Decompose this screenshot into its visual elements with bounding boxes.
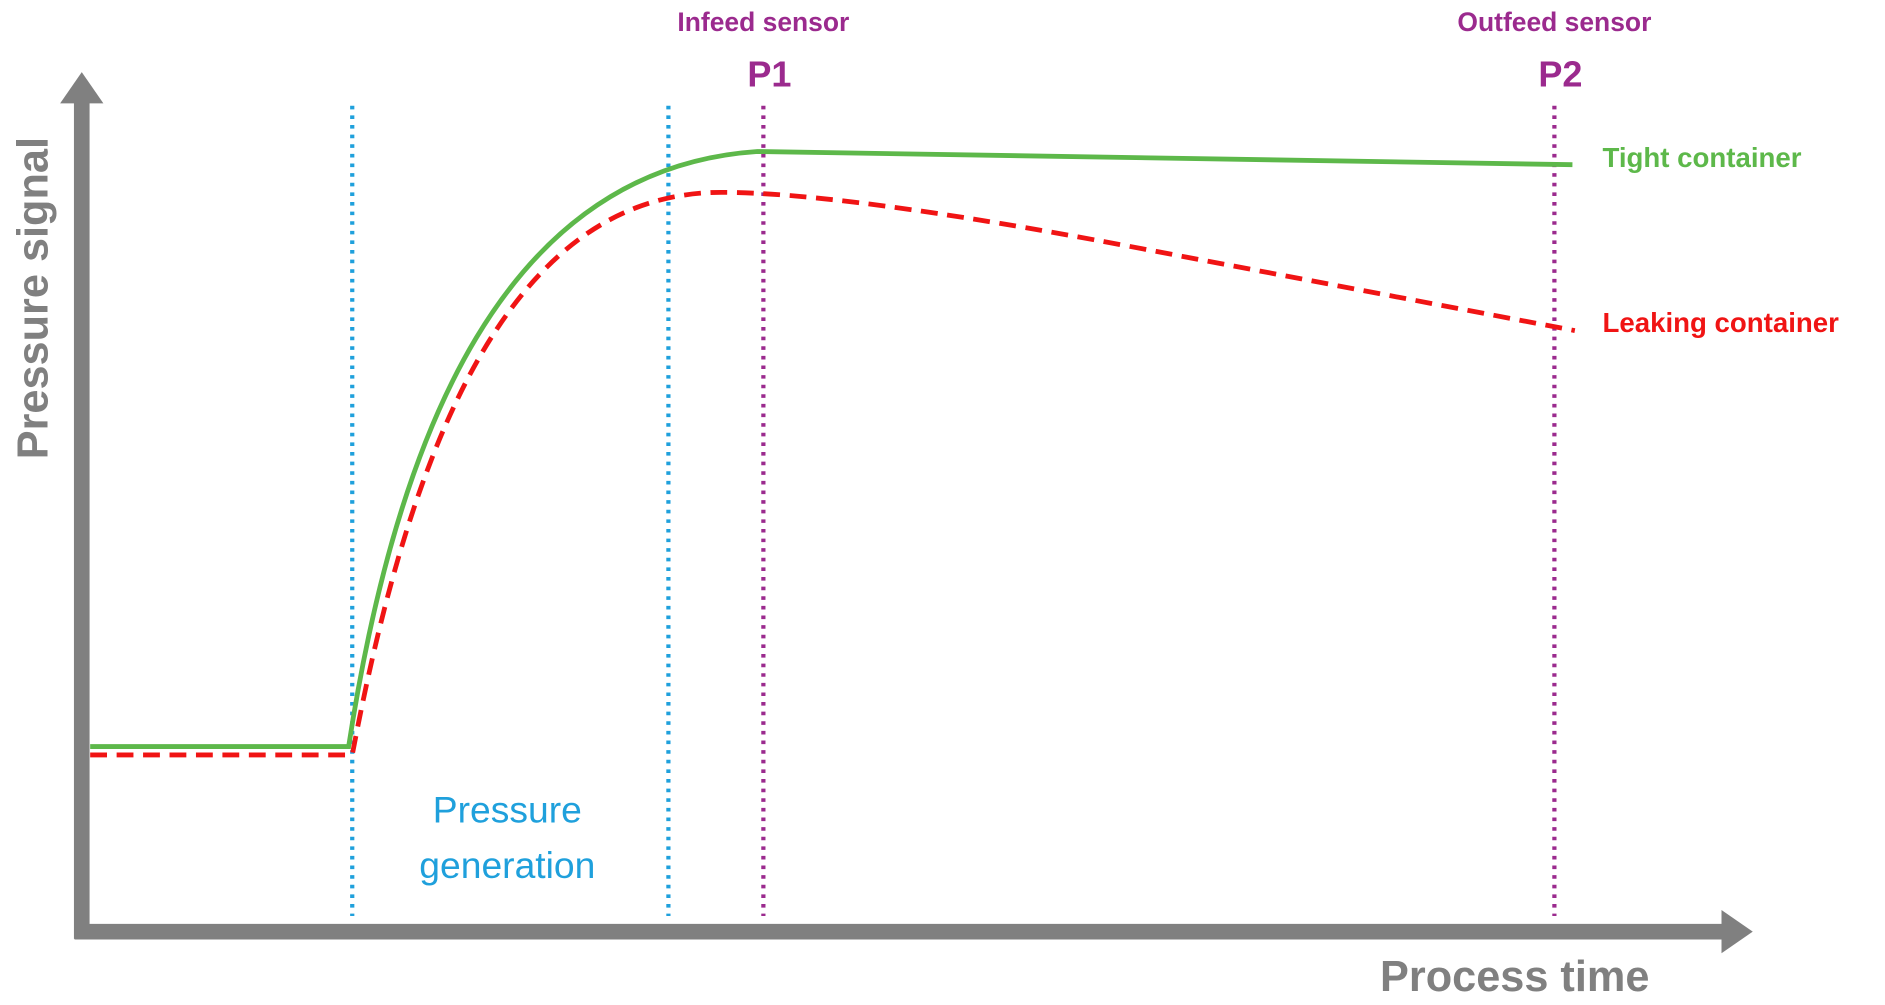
x-arrow [1721, 910, 1753, 954]
y-arrow [60, 72, 104, 104]
sensor-name: Outfeed sensor [1457, 7, 1651, 37]
phase-label: generation [419, 844, 595, 886]
sensor-label: P1 [747, 53, 791, 94]
curve-label: Tight container [1602, 142, 1801, 173]
tight-curve [90, 149, 1573, 749]
x-axis-label: Process time [1380, 953, 1649, 1001]
y-axis-label: Pressure signal [10, 137, 58, 459]
curve-label: Leaking container [1602, 307, 1839, 338]
sensor-label: P2 [1538, 53, 1582, 94]
phase-label: Pressure [433, 788, 582, 830]
leaking-curve [90, 189, 1576, 758]
sensor-name: Infeed sensor [677, 7, 849, 37]
